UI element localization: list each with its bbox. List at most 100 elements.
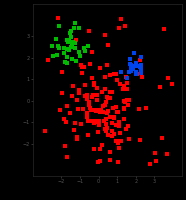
- Point: [65, 55, 68, 58]
- Point: [71, 94, 74, 98]
- Point: [109, 96, 112, 100]
- Point: [117, 124, 120, 127]
- Point: [43, 129, 46, 132]
- Point: [103, 75, 106, 78]
- Point: [77, 88, 80, 91]
- Point: [73, 122, 76, 125]
- Point: [75, 137, 78, 141]
- Point: [167, 76, 170, 79]
- Point: [66, 62, 69, 65]
- Point: [81, 71, 84, 74]
- Point: [124, 100, 126, 103]
- Point: [86, 44, 89, 47]
- Point: [133, 51, 136, 55]
- Point: [122, 106, 125, 109]
- Point: [95, 110, 98, 113]
- Point: [76, 135, 78, 138]
- Point: [129, 67, 132, 70]
- Point: [126, 98, 129, 102]
- Point: [89, 108, 92, 111]
- Point: [163, 27, 166, 30]
- Point: [74, 46, 77, 49]
- Point: [110, 129, 113, 132]
- Point: [63, 118, 66, 121]
- Point: [98, 160, 101, 163]
- Point: [115, 123, 118, 126]
- Point: [86, 116, 89, 119]
- Point: [63, 52, 66, 55]
- Point: [119, 140, 122, 143]
- Point: [99, 147, 102, 151]
- Point: [66, 156, 69, 159]
- Point: [54, 38, 57, 41]
- Point: [69, 32, 72, 35]
- Point: [117, 111, 120, 114]
- Point: [85, 93, 88, 96]
- Point: [125, 81, 128, 85]
- Point: [78, 51, 81, 54]
- Point: [138, 59, 141, 62]
- Point: [140, 63, 142, 66]
- Point: [122, 99, 125, 103]
- Point: [50, 44, 53, 47]
- Point: [64, 144, 67, 148]
- Point: [118, 132, 121, 135]
- Point: [170, 83, 173, 86]
- Point: [159, 85, 162, 88]
- Point: [103, 34, 106, 37]
- Point: [69, 45, 72, 48]
- Point: [140, 55, 143, 58]
- Point: [57, 25, 60, 28]
- Point: [73, 26, 76, 29]
- Point: [134, 70, 137, 73]
- Point: [81, 66, 84, 69]
- Point: [119, 83, 122, 86]
- Point: [128, 98, 131, 101]
- Point: [78, 27, 81, 30]
- Point: [95, 86, 98, 90]
- Point: [65, 104, 68, 107]
- Point: [106, 133, 109, 137]
- Point: [117, 146, 120, 149]
- Point: [145, 107, 148, 110]
- Point: [66, 47, 69, 50]
- Point: [88, 106, 91, 109]
- Point: [107, 97, 110, 100]
- Point: [125, 127, 128, 130]
- Point: [83, 65, 86, 69]
- Point: [58, 108, 61, 111]
- Point: [112, 116, 115, 119]
- Point: [88, 104, 91, 107]
- Point: [127, 71, 130, 74]
- Point: [108, 91, 111, 94]
- Point: [131, 67, 134, 70]
- Point: [64, 61, 67, 64]
- Point: [125, 88, 128, 91]
- Point: [98, 110, 101, 114]
- Point: [114, 73, 117, 76]
- Point: [140, 72, 142, 75]
- Point: [110, 134, 113, 137]
- Point: [105, 118, 108, 121]
- Point: [136, 64, 139, 68]
- Point: [67, 48, 70, 52]
- Point: [75, 38, 78, 41]
- Point: [69, 29, 72, 32]
- Point: [127, 124, 130, 127]
- Point: [105, 95, 108, 98]
- Point: [122, 87, 125, 90]
- Point: [83, 46, 86, 49]
- Point: [97, 121, 100, 124]
- Point: [107, 110, 110, 113]
- Point: [108, 115, 111, 118]
- Point: [115, 105, 118, 109]
- Point: [122, 107, 125, 110]
- Point: [72, 128, 75, 131]
- Point: [74, 41, 77, 44]
- Point: [111, 106, 114, 110]
- Point: [66, 38, 69, 42]
- Point: [129, 64, 132, 67]
- Point: [129, 57, 132, 60]
- Point: [74, 60, 77, 63]
- Point: [110, 90, 113, 94]
